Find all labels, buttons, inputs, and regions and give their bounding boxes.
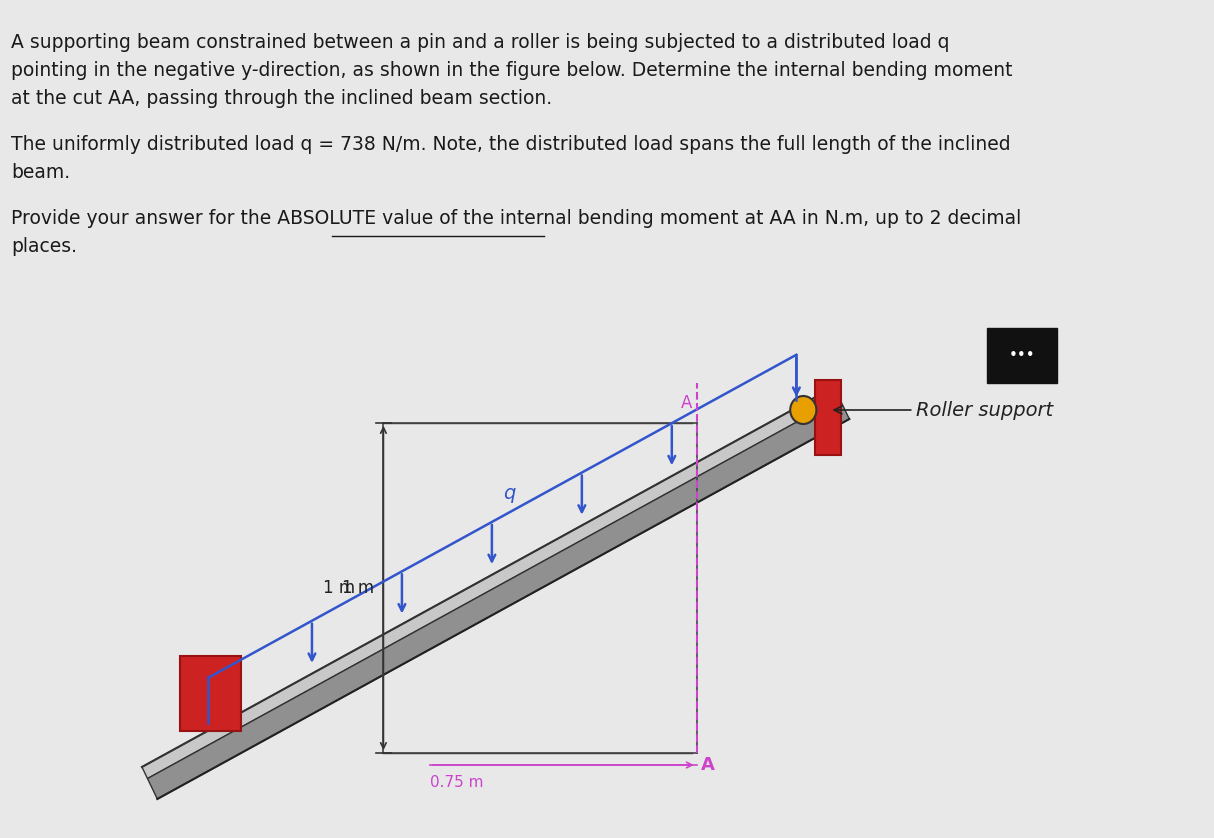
Polygon shape [815,380,841,456]
Text: A: A [681,394,692,412]
Text: beam.: beam. [11,163,70,182]
Polygon shape [180,655,240,731]
Text: places.: places. [11,237,78,256]
Text: The uniformly distributed load q = 738 N/m. Note, the distributed load spans the: The uniformly distributed load q = 738 N… [11,135,1011,154]
Text: 0.75 m: 0.75 m [430,775,483,790]
Text: 1 m: 1 m [323,579,356,597]
Text: 1 m: 1 m [342,579,374,597]
Text: A: A [702,756,715,774]
Circle shape [790,396,816,424]
Bar [987,328,1056,383]
Text: A supporting beam constrained between a pin and a roller is being subjected to a: A supporting beam constrained between a … [11,33,949,52]
Text: Roller support: Roller support [834,401,1054,420]
Text: Provide your answer for the: Provide your answer for the [11,209,278,228]
Text: q: q [504,484,516,503]
Text: at the cut AA, passing through the inclined beam section.: at the cut AA, passing through the incli… [11,89,552,108]
Polygon shape [147,399,850,799]
Polygon shape [142,387,840,779]
Text: Provide your answer for the ABSOLUTE value of the internal bending moment at AA : Provide your answer for the ABSOLUTE val… [11,209,1021,228]
Text: •••: ••• [1009,348,1036,363]
Text: pointing in the negative y-direction, as shown in the figure below. Determine th: pointing in the negative y-direction, as… [11,61,1012,80]
